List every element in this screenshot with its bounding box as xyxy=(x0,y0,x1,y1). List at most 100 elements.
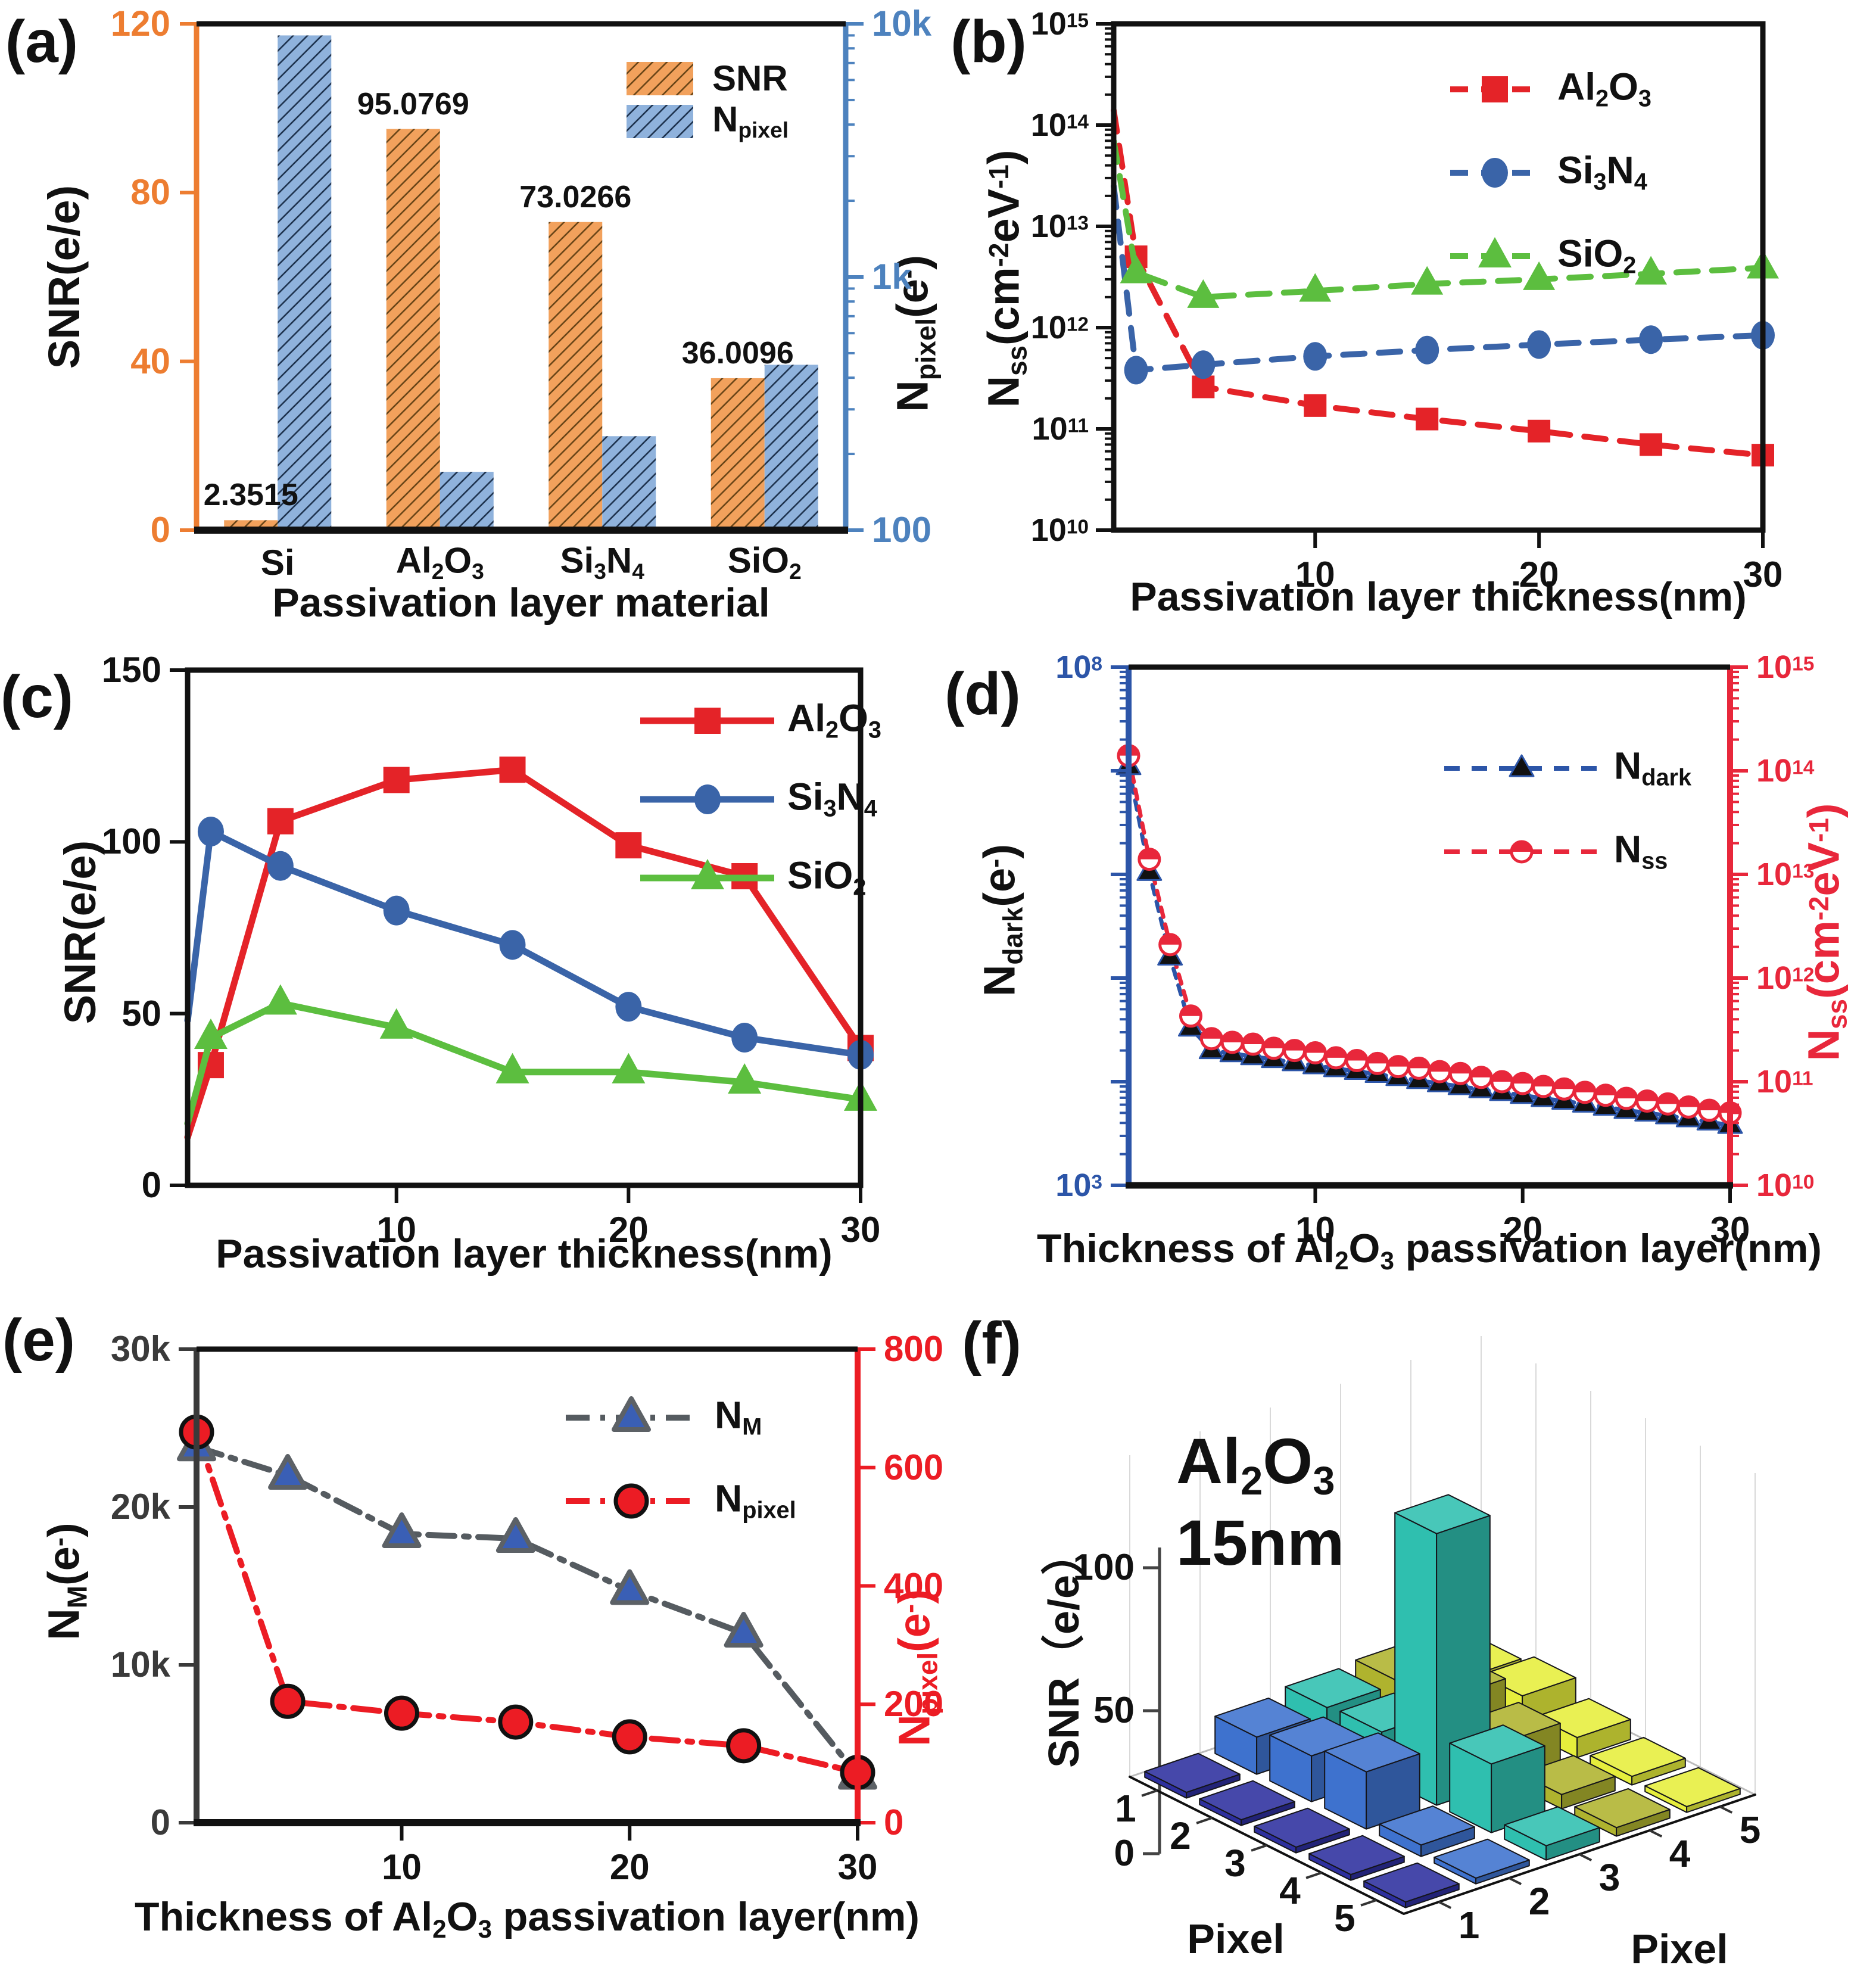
a-left-tick-0: 0 xyxy=(150,510,170,550)
c-markers-2 xyxy=(194,984,877,1111)
panel-f-chart xyxy=(1129,1336,1756,1915)
e-left-tick-3: 30k xyxy=(110,1329,170,1369)
b-line-1 xyxy=(1111,183,1766,373)
e-left-tick-1: 10k xyxy=(110,1645,170,1684)
e-x-axis-title: Thickness of Al2O3 passivation layer(nm) xyxy=(135,1894,920,1943)
c-line-0 xyxy=(184,766,864,1141)
e-legend xyxy=(566,1396,697,1519)
c-y-tick-50: 50 xyxy=(121,993,161,1033)
c-y-tick-100: 100 xyxy=(101,821,161,862)
f-bar-2-1 xyxy=(1199,1780,1295,1826)
f-x-tick-3: 3 xyxy=(1224,1842,1246,1885)
c-x-tick-10: 10 xyxy=(376,1210,417,1250)
e-left-axis-title: NM(e-) xyxy=(39,1522,93,1640)
e-legend-label-1: Npixel xyxy=(715,1477,796,1524)
panel-b-chart xyxy=(1096,21,1779,548)
panel-e-chart xyxy=(177,1346,877,1841)
panel-d-chart xyxy=(1111,664,1748,1203)
b-legend xyxy=(1450,76,1540,267)
f-x-tick-4: 4 xyxy=(1279,1869,1301,1912)
panel-a: (a) Passivation layer material SNR(e/e) … xyxy=(0,0,942,640)
b-x-tick-30: 30 xyxy=(1743,555,1783,594)
c-axes xyxy=(170,667,864,1203)
a-left-tick-120: 120 xyxy=(110,4,170,43)
f-x-tick-2: 2 xyxy=(1170,1814,1191,1857)
f-x-tick-1: 1 xyxy=(1115,1787,1136,1830)
a-right-tick-0: 100 xyxy=(872,510,932,550)
panel-c-chart xyxy=(170,667,877,1203)
b-legend-label-1: Si3N4 xyxy=(1557,148,1647,195)
f-bar-4-5 xyxy=(1590,1736,1686,1786)
d-right-tick-11: 1011 xyxy=(1756,1064,1813,1100)
e-right-tick-4: 800 xyxy=(884,1329,944,1369)
f-bar-3-2 xyxy=(1324,1732,1420,1830)
d-right-tick-10: 1010 xyxy=(1756,1167,1815,1203)
c-legend-label-0: Al2O3 xyxy=(787,696,881,743)
d-left-tick-3: 103 xyxy=(1055,1167,1102,1203)
d-left-tick-8: 108 xyxy=(1055,649,1102,685)
d-left-axis-title: Ndark(e-) xyxy=(974,843,1029,997)
d-axes xyxy=(1111,664,1748,1203)
e-nm-markers xyxy=(177,1425,877,1790)
c-x-tick-20: 20 xyxy=(608,1210,649,1250)
d-x-axis-title: Thickness of Al2O3 passivation layer(nm) xyxy=(1037,1226,1822,1275)
a-axes xyxy=(180,21,864,534)
d-nss-line xyxy=(1126,753,1732,1115)
c-markers-1 xyxy=(197,817,874,1070)
b-markers-0 xyxy=(1124,245,1774,467)
a-left-tick-40: 40 xyxy=(130,341,170,381)
panel-e-letter: (e) xyxy=(2,1307,76,1374)
a-category-0: Si xyxy=(260,543,295,583)
a-category-3: SiO2 xyxy=(727,540,802,584)
f-bar-3-1 xyxy=(1254,1807,1350,1854)
f-annotation-material: Al2O3 xyxy=(1176,1425,1335,1503)
f-bar-4-2 xyxy=(1379,1805,1475,1857)
panel-c-letter: (c) xyxy=(0,664,74,730)
a-right-tick-1: 1k xyxy=(872,257,912,297)
c-legend-label-2: SiO2 xyxy=(787,854,867,901)
a-right-tick-2: 10k xyxy=(872,4,932,43)
panel-d-letter: (d) xyxy=(945,661,1021,727)
e-axes xyxy=(179,1346,875,1841)
f-bars xyxy=(1144,1494,1741,1908)
b-x-axis-title: Passivation layer thickness(nm) xyxy=(1130,574,1747,619)
a-x-axis-title: Passivation layer material xyxy=(272,580,770,625)
d-legend-label-1: Nss xyxy=(1614,827,1668,874)
d-right-tick-12: 1012 xyxy=(1756,960,1815,996)
panel-f: (f) SNR（e/e） Al2O3 15nm Pixel Pixel 0 50 1… xyxy=(938,1281,1876,1971)
f-bar-3-3 xyxy=(1394,1494,1491,1806)
c-x-axis-title: Passivation layer thickness(nm) xyxy=(216,1231,833,1276)
b-markers-1 xyxy=(1124,320,1775,385)
c-y-axis-title: SNR(e/e) xyxy=(55,840,105,1025)
d-right-axis-title: Nss(cm-2eV-1) xyxy=(1799,803,1853,1061)
panel-c: (c) Passivation layer thickness(nm) SNR(… xyxy=(0,640,938,1281)
b-x-tick-10: 10 xyxy=(1295,555,1335,594)
d-legend xyxy=(1444,754,1599,864)
d-right-tick-13: 1013 xyxy=(1756,857,1815,892)
panel-d: (d) Thickness of Al2O3 passivation layer… xyxy=(938,640,1876,1281)
c-legend-label-1: Si3N4 xyxy=(787,775,877,822)
d-legend-label-0: Ndark xyxy=(1614,744,1692,791)
e-x-tick-30: 30 xyxy=(837,1847,878,1887)
b-y-tick-13: 1013 xyxy=(1030,208,1089,244)
f-y-tick-4: 4 xyxy=(1669,1832,1691,1876)
f-bar-5-4 xyxy=(1574,1788,1671,1837)
panel-a-letter: (a) xyxy=(5,8,79,75)
f-z-axis xyxy=(1143,1547,1161,1855)
e-legend-label-0: NM xyxy=(715,1393,762,1440)
a-legend xyxy=(627,62,693,138)
e-right-tick-3: 600 xyxy=(884,1447,944,1487)
panel-a-chart xyxy=(180,21,864,534)
f-bar-5-2 xyxy=(1434,1838,1530,1885)
a-left-axis-title: SNR(e/e) xyxy=(39,185,89,369)
f-floor-axes xyxy=(1129,1776,1756,1915)
npixel-bar-3 xyxy=(764,365,818,530)
b-y-tick-14: 1014 xyxy=(1030,107,1089,143)
f-y-tick-5: 5 xyxy=(1739,1808,1761,1852)
a-bar-value-3: 36.0096 xyxy=(681,335,794,370)
a-bar-value-2: 73.0266 xyxy=(519,179,632,214)
d-x-tick-10: 10 xyxy=(1295,1210,1335,1250)
b-line-0 xyxy=(1111,107,1766,459)
panel-b-letter: (b) xyxy=(951,8,1027,75)
f-z-tick-50: 50 xyxy=(1093,1690,1135,1731)
